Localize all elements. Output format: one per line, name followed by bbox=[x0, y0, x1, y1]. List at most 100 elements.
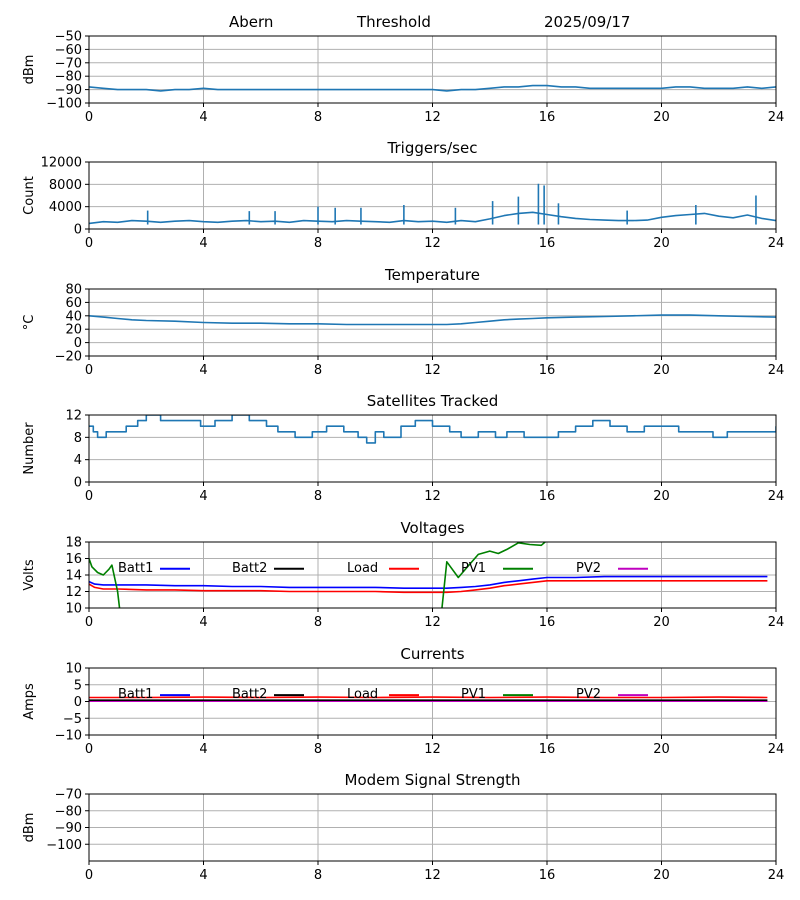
x-tick-label: 24 bbox=[768, 363, 785, 378]
y-tick-label: 40 bbox=[65, 309, 82, 324]
y-tick-label: 14 bbox=[65, 569, 82, 584]
y-tick-label: −70 bbox=[55, 56, 82, 71]
x-tick-label: 8 bbox=[314, 110, 322, 125]
y-tick-label: −100 bbox=[46, 838, 82, 853]
series-group bbox=[89, 542, 768, 608]
x-tick-label: 8 bbox=[314, 489, 322, 504]
plot-frame bbox=[88, 288, 777, 357]
x-tick-label: 24 bbox=[768, 236, 785, 251]
y-axis-label: dBm bbox=[22, 813, 37, 843]
y-axis-label: Amps bbox=[22, 683, 37, 720]
x-tick-label: 16 bbox=[539, 363, 556, 378]
series-line-Batt1 bbox=[89, 575, 768, 590]
x-tick-label: 0 bbox=[85, 742, 93, 757]
y-tick-label: 10 bbox=[65, 602, 82, 617]
plot-frame bbox=[88, 667, 777, 736]
y-axis-label: dBm bbox=[22, 55, 37, 85]
x-tick-label: 8 bbox=[314, 868, 322, 883]
x-tick-label: 0 bbox=[85, 363, 93, 378]
tick-group: 0 4 8 12 16 20 24 −100 −90 −80−70 bbox=[46, 788, 784, 884]
y-tick-label: −70 bbox=[55, 788, 82, 803]
header-station: Abern bbox=[229, 13, 273, 31]
y-tick-label: 0 bbox=[74, 695, 82, 710]
tick-group: 0 4 8 12 16 20 24 0 4 8 12 bbox=[65, 409, 784, 505]
x-tick-label: 0 bbox=[85, 236, 93, 251]
x-tick-label: 24 bbox=[768, 615, 785, 630]
y-tick-label: −90 bbox=[55, 83, 82, 98]
x-tick-label: 4 bbox=[199, 363, 207, 378]
legend-label-load: Load bbox=[347, 687, 378, 702]
y-tick-label: −80 bbox=[55, 70, 82, 85]
x-tick-label: 20 bbox=[653, 489, 670, 504]
x-tick-label: 24 bbox=[768, 868, 785, 883]
x-tick-label: 20 bbox=[653, 615, 670, 630]
chart-panel-triggers: Triggers/sec Count 0 4 8 12 16 20 24 0 4000 8000 120… bbox=[22, 139, 784, 251]
x-tick-label: 12 bbox=[424, 742, 441, 757]
series-line-signal-0 bbox=[89, 84, 776, 92]
y-tick-label: 4 bbox=[74, 453, 82, 468]
y-tick-label: −80 bbox=[55, 804, 82, 819]
x-tick-label: 0 bbox=[85, 868, 93, 883]
x-tick-label: 4 bbox=[199, 236, 207, 251]
x-tick-label: 0 bbox=[85, 110, 93, 125]
chart-title: Triggers/sec bbox=[387, 139, 478, 157]
grid-lines bbox=[88, 541, 777, 609]
y-tick-label: 0 bbox=[74, 476, 82, 491]
x-tick-label: 12 bbox=[424, 236, 441, 251]
legend-label-batt2: Batt2 bbox=[232, 687, 267, 702]
legend-label-pv1: PV1 bbox=[461, 687, 486, 702]
y-axis-label: Number bbox=[22, 422, 37, 475]
x-tick-label: 16 bbox=[539, 489, 556, 504]
legend-label-pv2: PV2 bbox=[576, 687, 601, 702]
x-tick-label: 12 bbox=[424, 868, 441, 883]
series-line-triggers-0 bbox=[89, 211, 776, 225]
series-group bbox=[89, 183, 776, 225]
y-tick-label: 0 bbox=[74, 336, 82, 351]
y-tick-label: −60 bbox=[55, 43, 82, 58]
x-tick-label: 24 bbox=[768, 742, 785, 757]
x-tick-label: 4 bbox=[199, 110, 207, 125]
series-group bbox=[89, 314, 776, 326]
x-tick-label: 4 bbox=[199, 615, 207, 630]
header-mode: Threshold bbox=[356, 13, 431, 31]
y-tick-label: −100 bbox=[46, 97, 82, 112]
x-tick-label: 12 bbox=[424, 489, 441, 504]
x-tick-label: 24 bbox=[768, 489, 785, 504]
plot-frame bbox=[88, 541, 777, 609]
series-line-satellites-0 bbox=[89, 415, 776, 444]
y-axis-label: °C bbox=[22, 315, 37, 331]
y-tick-label: −50 bbox=[55, 30, 82, 45]
y-tick-label: −5 bbox=[63, 712, 82, 727]
y-tick-label: 5 bbox=[74, 678, 82, 693]
chart-panel-modem: Modem Signal Strength dBm 0 4 8 12 16 20 24 −100 −… bbox=[22, 771, 784, 883]
series-group bbox=[89, 84, 776, 92]
legend-label-pv1: PV1 bbox=[461, 561, 486, 576]
chart-title: Voltages bbox=[400, 519, 464, 537]
tick-group: 0 4 8 12 16 20 24 0 4000 8000 12000 bbox=[41, 156, 785, 252]
x-tick-label: 8 bbox=[314, 742, 322, 757]
x-tick-label: 12 bbox=[424, 110, 441, 125]
y-axis-label: Count bbox=[22, 176, 37, 215]
x-tick-label: 20 bbox=[653, 868, 670, 883]
plot-frame bbox=[88, 161, 777, 230]
series-group bbox=[89, 415, 776, 444]
y-tick-label: 16 bbox=[65, 552, 82, 567]
chart-title: Satellites Tracked bbox=[367, 392, 498, 410]
x-tick-label: 4 bbox=[199, 489, 207, 504]
y-tick-label: −20 bbox=[55, 350, 82, 365]
x-tick-label: 8 bbox=[314, 615, 322, 630]
x-tick-label: 8 bbox=[314, 363, 322, 378]
grid-lines bbox=[88, 161, 777, 230]
x-tick-label: 24 bbox=[768, 110, 785, 125]
grid-lines bbox=[88, 793, 777, 861]
y-tick-label: −90 bbox=[55, 821, 82, 836]
header-date: 2025/09/17 bbox=[544, 13, 630, 31]
y-tick-label: 12000 bbox=[41, 156, 82, 171]
legend-label-pv2: PV2 bbox=[576, 561, 601, 576]
legend-label-batt2: Batt2 bbox=[232, 561, 267, 576]
y-tick-label: 10 bbox=[65, 662, 82, 677]
plot-frame bbox=[88, 414, 777, 483]
